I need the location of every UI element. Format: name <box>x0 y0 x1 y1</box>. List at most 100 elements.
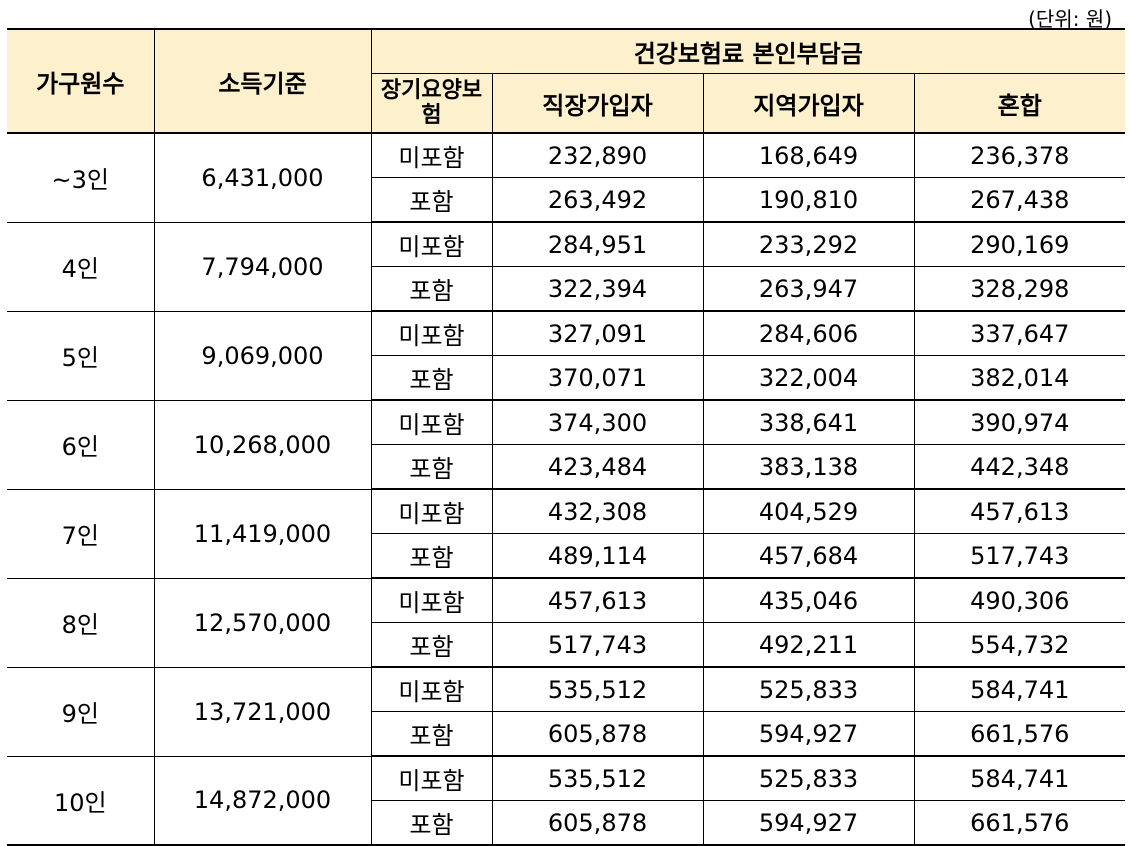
ltc-cell: 미포함 <box>370 755 493 801</box>
income-cell: 13,721,000 <box>153 666 372 757</box>
table-row: 9인 13,721,000 미포함 535,512 525,833 584,74… <box>7 666 1126 757</box>
income-cell: 10,268,000 <box>153 399 372 490</box>
ltc-cell: 미포함 <box>370 310 493 356</box>
employee-cell: 517,743 <box>491 622 704 668</box>
table-row: 4인 7,794,000 미포함 284,951 233,292 290,169 <box>7 221 1126 312</box>
ltc-cell: 미포함 <box>370 399 493 445</box>
regional-cell: 492,211 <box>702 622 915 668</box>
mixed-cell: 267,438 <box>913 177 1126 223</box>
mixed-cell: 584,741 <box>913 755 1126 801</box>
ltc-cell: 미포함 <box>370 132 493 178</box>
header-mixed: 혼합 <box>913 73 1126 134</box>
table-row: 포함 370,071 322,004 382,014 <box>7 355 1126 401</box>
mixed-cell: 290,169 <box>913 221 1126 267</box>
table-row: 포함 605,878 594,927 661,576 <box>7 711 1126 757</box>
regional-cell: 168,649 <box>702 132 915 178</box>
unit-note: (단위: 원) <box>1028 7 1112 31</box>
table-row: 포함 605,878 594,927 661,576 <box>7 800 1126 846</box>
regional-cell: 594,927 <box>702 800 915 846</box>
mixed-cell: 457,613 <box>913 488 1126 534</box>
ltc-cell: 포함 <box>370 266 493 312</box>
employee-cell: 489,114 <box>491 533 704 579</box>
header-income: 소득기준 <box>153 28 372 134</box>
mixed-cell: 328,298 <box>913 266 1126 312</box>
mixed-cell: 661,576 <box>913 800 1126 846</box>
household-cell: 10인 <box>7 755 155 846</box>
income-cell: 12,570,000 <box>153 577 372 668</box>
header-employee: 직장가입자 <box>491 73 704 134</box>
income-cell: 9,069,000 <box>153 310 372 401</box>
table-row: 포함 489,114 457,684 517,743 <box>7 533 1126 579</box>
table-row: 포함 322,394 263,947 328,298 <box>7 266 1126 312</box>
ltc-cell: 포함 <box>370 800 493 846</box>
income-cell: 6,431,000 <box>153 132 372 223</box>
table-row: 포함 423,484 383,138 442,348 <box>7 444 1126 490</box>
mixed-cell: 554,732 <box>913 622 1126 668</box>
ltc-cell: 포함 <box>370 711 493 757</box>
employee-cell: 232,890 <box>491 132 704 178</box>
header-premium-group: 건강보험료 본인부담금 <box>370 28 1126 74</box>
header-regional: 지역가입자 <box>702 73 915 134</box>
income-cell: 7,794,000 <box>153 221 372 312</box>
header-ltc: 장기요양보험 <box>370 73 493 134</box>
ltc-cell: 미포함 <box>370 488 493 534</box>
table-row: 8인 12,570,000 미포함 457,613 435,046 490,30… <box>7 577 1126 668</box>
mixed-cell: 584,741 <box>913 666 1126 712</box>
regional-cell: 457,684 <box>702 533 915 579</box>
regional-cell: 322,004 <box>702 355 915 401</box>
table-row: 포함 263,492 190,810 267,438 <box>7 177 1126 223</box>
table-row: ~3인 6,431,000 미포함 232,890 168,649 236,37… <box>7 132 1126 223</box>
regional-cell: 435,046 <box>702 577 915 623</box>
header-household: 가구원수 <box>7 28 155 134</box>
mixed-cell: 337,647 <box>913 310 1126 356</box>
ltc-cell: 포함 <box>370 177 493 223</box>
household-cell: 9인 <box>7 666 155 757</box>
ltc-cell: 미포함 <box>370 666 493 712</box>
header-ltc-text: 장기요양보험 <box>380 78 483 128</box>
employee-cell: 605,878 <box>491 711 704 757</box>
ltc-cell: 미포함 <box>370 577 493 623</box>
household-cell: 5인 <box>7 310 155 401</box>
household-cell: ~3인 <box>7 132 155 223</box>
table-row: 7인 11,419,000 미포함 432,308 404,529 457,61… <box>7 488 1126 579</box>
premium-table: 가구원수 소득기준 건강보험료 본인부담금 장기요양보험 직장가입자 지역가입자… <box>7 28 1126 846</box>
ltc-cell: 미포함 <box>370 221 493 267</box>
mixed-cell: 517,743 <box>913 533 1126 579</box>
regional-cell: 338,641 <box>702 399 915 445</box>
household-cell: 4인 <box>7 221 155 312</box>
employee-cell: 432,308 <box>491 488 704 534</box>
table-row: 5인 9,069,000 미포함 327,091 284,606 337,647 <box>7 310 1126 401</box>
employee-cell: 327,091 <box>491 310 704 356</box>
regional-cell: 525,833 <box>702 755 915 801</box>
regional-cell: 525,833 <box>702 666 915 712</box>
employee-cell: 423,484 <box>491 444 704 490</box>
mixed-cell: 236,378 <box>913 132 1126 178</box>
regional-cell: 404,529 <box>702 488 915 534</box>
income-cell: 11,419,000 <box>153 488 372 579</box>
ltc-cell: 포함 <box>370 355 493 401</box>
regional-cell: 263,947 <box>702 266 915 312</box>
employee-cell: 370,071 <box>491 355 704 401</box>
mixed-cell: 661,576 <box>913 711 1126 757</box>
mixed-cell: 382,014 <box>913 355 1126 401</box>
employee-cell: 263,492 <box>491 177 704 223</box>
mixed-cell: 390,974 <box>913 399 1126 445</box>
regional-cell: 190,810 <box>702 177 915 223</box>
employee-cell: 284,951 <box>491 221 704 267</box>
household-cell: 8인 <box>7 577 155 668</box>
employee-cell: 457,613 <box>491 577 704 623</box>
regional-cell: 383,138 <box>702 444 915 490</box>
employee-cell: 535,512 <box>491 755 704 801</box>
employee-cell: 605,878 <box>491 800 704 846</box>
regional-cell: 233,292 <box>702 221 915 267</box>
regional-cell: 284,606 <box>702 310 915 356</box>
household-cell: 7인 <box>7 488 155 579</box>
table-row: 10인 14,872,000 미포함 535,512 525,833 584,7… <box>7 755 1126 846</box>
ltc-cell: 포함 <box>370 444 493 490</box>
mixed-cell: 490,306 <box>913 577 1126 623</box>
mixed-cell: 442,348 <box>913 444 1126 490</box>
ltc-cell: 포함 <box>370 533 493 579</box>
household-cell: 6인 <box>7 399 155 490</box>
income-cell: 14,872,000 <box>153 755 372 846</box>
regional-cell: 594,927 <box>702 711 915 757</box>
